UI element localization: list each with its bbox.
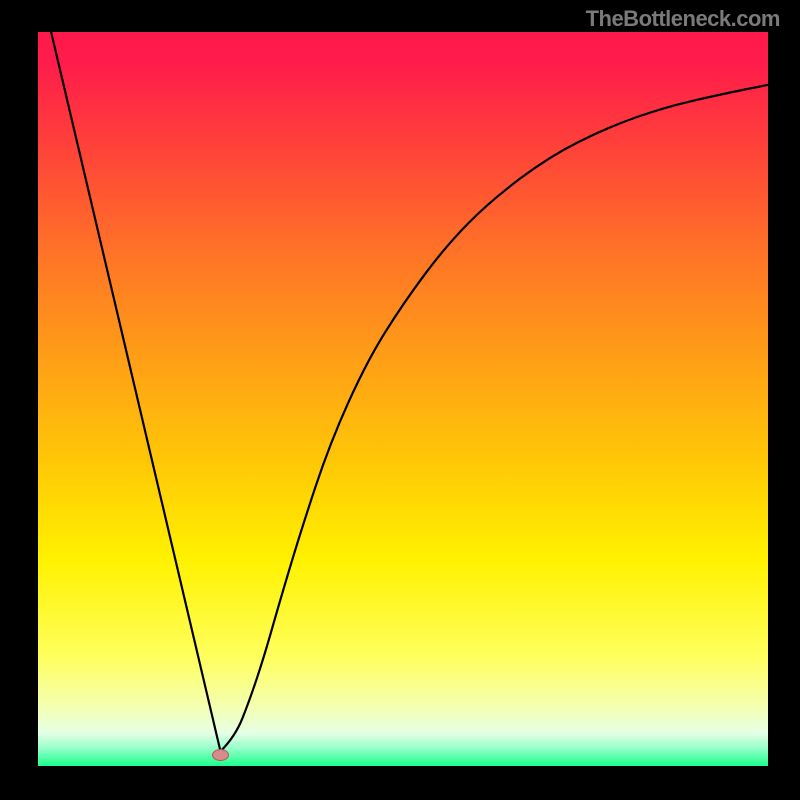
plot-background [38, 32, 768, 766]
bottleneck-chart [0, 0, 800, 800]
chart-container: TheBottleneck.com [0, 0, 800, 800]
minimum-marker [213, 749, 229, 760]
